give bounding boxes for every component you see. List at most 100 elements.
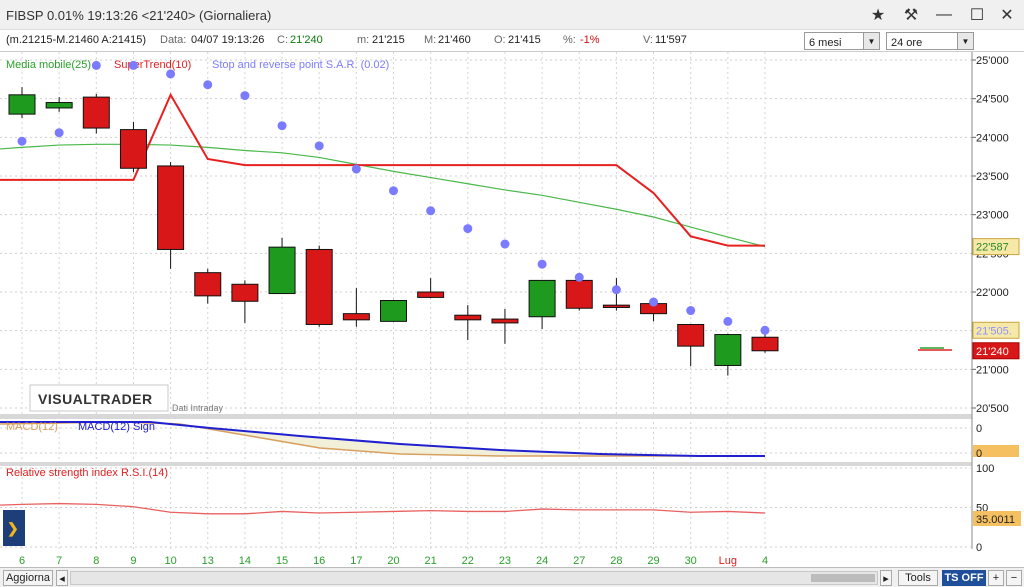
candle-body bbox=[8, 94, 36, 115]
sar-dot bbox=[500, 239, 510, 249]
hammer-icon[interactable]: ⚒ bbox=[903, 7, 919, 24]
candle-body bbox=[268, 246, 296, 295]
x-tick-label: 22 bbox=[462, 555, 474, 567]
legend-ma: Media mobile(25) bbox=[6, 59, 91, 71]
price-tick-label: 24'000 bbox=[976, 132, 1009, 144]
sar-dot bbox=[17, 136, 27, 146]
sar-dot bbox=[314, 141, 324, 151]
quote-info-bar: (m.21215-M.21460 A:21415) Data: 04/07 19… bbox=[0, 30, 1024, 52]
price-tick-label: 24'500 bbox=[976, 94, 1009, 106]
x-tick-label: 17 bbox=[350, 555, 362, 567]
x-axis: 6 7 8 9 10 13 14 15 16 17 20 21 22 23 24 27 28 29 30 Lug 4 bbox=[19, 555, 768, 567]
sar-dot bbox=[649, 297, 659, 307]
indicator-lines bbox=[0, 92, 766, 248]
nav-arrow-button[interactable] bbox=[3, 510, 25, 546]
legend-macd: MACD(12) bbox=[6, 421, 58, 433]
x-tick-label: 30 bbox=[685, 555, 697, 567]
price-tick-label: 23'000 bbox=[976, 210, 1009, 222]
price-tick-label: 22'000 bbox=[976, 287, 1009, 299]
candle-body bbox=[305, 248, 333, 325]
period-select[interactable]: 6 mesi ▼ bbox=[804, 32, 880, 50]
panel-separator bbox=[0, 462, 972, 466]
title-bar: FIBSP 0.01% 19:13:26 <21'240> (Giornalie… bbox=[0, 0, 1024, 30]
x-tick-label: 23 bbox=[499, 555, 511, 567]
watermark-text: VISUALTRADER bbox=[38, 391, 153, 407]
tools-button[interactable]: Tools bbox=[898, 570, 938, 586]
data-label: Data: bbox=[160, 34, 187, 46]
price-tick-label: 20'500 bbox=[976, 403, 1009, 415]
ma-price-tag: 22'587 bbox=[976, 242, 1009, 254]
sar-dot bbox=[760, 325, 770, 335]
candle-body bbox=[565, 279, 593, 309]
legend-rsi: Relative strength index R.S.I.(14) bbox=[6, 467, 168, 479]
sar-dot bbox=[203, 80, 213, 90]
sar-price-tag: 21'505. bbox=[976, 325, 1012, 337]
rsi-line bbox=[0, 502, 766, 515]
zoom-in-button[interactable]: + bbox=[988, 570, 1004, 586]
candlesticks bbox=[8, 87, 779, 376]
x-tick-label: 9 bbox=[130, 555, 136, 567]
macd-tag-box bbox=[973, 445, 1019, 457]
rsi-tick-label: 100 bbox=[976, 463, 994, 475]
close-icon[interactable]: ✕ bbox=[1000, 7, 1014, 24]
candle-body bbox=[602, 304, 630, 308]
scrollbar-thumb[interactable] bbox=[811, 574, 875, 582]
refresh-button[interactable]: Aggiorna bbox=[3, 570, 53, 586]
candle-body bbox=[119, 129, 147, 169]
x-tick-label: 10 bbox=[164, 555, 176, 567]
sar-dot bbox=[128, 60, 138, 70]
scroll-right-button[interactable]: ▸ bbox=[880, 570, 892, 586]
rsi-tag-box bbox=[973, 511, 1021, 526]
minimize-icon[interactable]: — bbox=[936, 6, 952, 23]
sar-dot bbox=[426, 206, 436, 216]
zoom-out-button[interactable]: − bbox=[1006, 570, 1022, 586]
max-value: 21'460 bbox=[438, 34, 471, 46]
ts-off-button[interactable]: TS OFF bbox=[942, 570, 986, 586]
star-icon[interactable]: ★ bbox=[870, 7, 886, 24]
x-tick-label: 8 bbox=[93, 555, 99, 567]
sar-dots bbox=[17, 60, 770, 335]
x-tick-label: 28 bbox=[610, 555, 622, 567]
scrollbar-track[interactable] bbox=[70, 571, 878, 585]
macd-tick-label: 0 bbox=[976, 423, 982, 435]
data-value: 04/07 19:13:26 bbox=[191, 34, 265, 46]
candle-body bbox=[714, 334, 742, 366]
candle-body bbox=[417, 291, 445, 298]
chevron-right-icon: ❯ bbox=[7, 520, 19, 537]
rsi-tag: 35.0011 bbox=[976, 514, 1015, 526]
candle-body bbox=[528, 279, 556, 318]
ma-line bbox=[0, 143, 766, 248]
hours-select[interactable]: 24 ore ▼ bbox=[886, 32, 974, 50]
x-tick-label: 27 bbox=[573, 555, 585, 567]
chart-area[interactable]: 25'00024'50024'00023'50023'00022'50022'0… bbox=[0, 52, 1024, 567]
period-select-value: 6 mesi bbox=[809, 37, 842, 49]
candle-body bbox=[82, 96, 110, 129]
x-tick-label: 16 bbox=[313, 555, 325, 567]
pct-value: -1% bbox=[580, 34, 600, 46]
price-tick-label: 21'000 bbox=[976, 364, 1009, 376]
candle-body bbox=[45, 102, 73, 109]
maximize-icon[interactable]: ☐ bbox=[969, 7, 985, 24]
chart-svg[interactable]: 25'00024'50024'00023'50023'00022'50022'0… bbox=[0, 52, 1024, 567]
candle-body bbox=[677, 323, 705, 347]
x-tick-label: 15 bbox=[276, 555, 288, 567]
intraday-label: Dati Intraday bbox=[172, 403, 224, 413]
max-label: M: bbox=[424, 34, 437, 46]
x-tick-label: 7 bbox=[56, 555, 62, 567]
x-tick-label: 14 bbox=[239, 555, 251, 567]
sar-dot bbox=[611, 285, 621, 295]
legend-supertrend: SuperTrend(10) bbox=[114, 59, 191, 71]
sar-dot bbox=[537, 259, 547, 269]
price-tick-label: 25'000 bbox=[976, 55, 1009, 67]
chevron-down-icon: ▼ bbox=[863, 33, 879, 49]
sar-dot bbox=[723, 316, 733, 326]
supertrend-line bbox=[0, 92, 765, 247]
candle-body bbox=[231, 283, 259, 302]
scroll-left-button[interactable]: ◂ bbox=[56, 570, 68, 586]
x-tick-label: 21 bbox=[425, 555, 437, 567]
sar-dot bbox=[166, 69, 176, 79]
sar-dot bbox=[54, 128, 64, 138]
candle-body bbox=[751, 336, 779, 352]
grid bbox=[0, 52, 972, 549]
